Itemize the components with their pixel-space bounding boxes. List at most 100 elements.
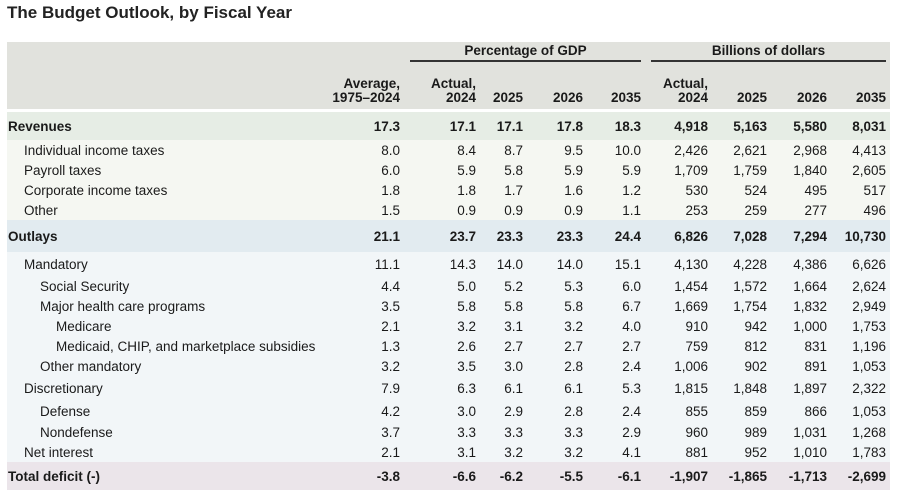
table-row: Mandatory 11.1 14.3 14.0 14.0 15.1 4,130 4,228 4… bbox=[7, 252, 891, 276]
table-cell: -1,713 bbox=[771, 462, 832, 490]
table-cell: 952 bbox=[712, 442, 772, 462]
column-header-line2: 1975–2024 bbox=[332, 90, 400, 105]
table-cell: 1,268 bbox=[831, 422, 891, 442]
table-cell: 1,759 bbox=[712, 160, 772, 180]
table-cell: 4.1 bbox=[587, 442, 646, 462]
table-cell: -5.5 bbox=[527, 462, 587, 490]
table-row: Discretionary 7.9 6.3 6.1 6.1 5.3 1,815 1,848 1,… bbox=[7, 376, 891, 401]
table-cell: 5.0 bbox=[404, 276, 480, 296]
table-cell: 7,294 bbox=[771, 220, 832, 252]
table-cell: 10,730 bbox=[831, 220, 891, 252]
column-header: 2035 bbox=[831, 63, 891, 109]
table-cell: 7.9 bbox=[320, 376, 404, 401]
table-row: Social Security 4.4 5.0 5.2 5.3 6.0 1,454 1,572… bbox=[7, 276, 891, 296]
table-row: Other mandatory 3.2 3.5 3.0 2.8 2.4 1,006 902 89… bbox=[7, 356, 891, 376]
table-row: Medicaid, CHIP, and marketplace subsidie… bbox=[7, 336, 891, 356]
table-cell: 2,426 bbox=[645, 140, 713, 160]
row-label: Discretionary bbox=[7, 376, 320, 401]
table-cell: 3.1 bbox=[404, 442, 480, 462]
group-header-row: Percentage of GDP Billions of dollars bbox=[7, 42, 891, 63]
table-cell: 1,815 bbox=[645, 376, 713, 401]
header-blank bbox=[7, 42, 320, 63]
table-cell: 855 bbox=[645, 401, 713, 422]
table-cell: 4.4 bbox=[320, 276, 404, 296]
table-cell: 4,130 bbox=[645, 252, 713, 276]
column-header-row: Average, 1975–2024 Actual, 2024 2025 2026 2035… bbox=[7, 63, 891, 109]
table-cell: 14.3 bbox=[404, 252, 480, 276]
table-cell: 1,006 bbox=[645, 356, 713, 376]
header-separator bbox=[7, 109, 891, 112]
column-header: Actual, 2024 bbox=[645, 63, 713, 109]
table-cell: 1.2 bbox=[587, 180, 646, 200]
row-label: Defense bbox=[7, 401, 320, 422]
table-cell: 259 bbox=[712, 200, 772, 220]
table-cell: -1,865 bbox=[712, 462, 772, 490]
table-cell: -3.8 bbox=[320, 462, 404, 490]
column-header-line2: 2035 bbox=[611, 90, 642, 105]
table-cell: 23.3 bbox=[480, 220, 527, 252]
column-header: 2025 bbox=[712, 63, 772, 109]
table-cell: 1,031 bbox=[771, 422, 832, 442]
row-label: Other bbox=[7, 200, 320, 220]
row-label: Net interest bbox=[7, 442, 320, 462]
table-cell: 1,669 bbox=[645, 296, 713, 316]
row-label: Medicaid, CHIP, and marketplace subsidie… bbox=[7, 336, 320, 356]
table-cell: 2.1 bbox=[320, 316, 404, 336]
table-cell: 2,621 bbox=[712, 140, 772, 160]
table-cell: 1,783 bbox=[831, 442, 891, 462]
table-cell: 6,626 bbox=[831, 252, 891, 276]
table-cell: 1,572 bbox=[712, 276, 772, 296]
table-cell: 5,163 bbox=[712, 112, 772, 140]
table-cell: 2.1 bbox=[320, 442, 404, 462]
table-cell: 3.7 bbox=[320, 422, 404, 442]
table-cell: 6.1 bbox=[480, 376, 527, 401]
table-cell: 6.0 bbox=[587, 276, 646, 296]
table-cell: 495 bbox=[771, 180, 832, 200]
table-cell: 8.4 bbox=[404, 140, 480, 160]
table-cell: 1.7 bbox=[480, 180, 527, 200]
table-cell: 2.7 bbox=[527, 336, 587, 356]
row-label: Nondefense bbox=[7, 422, 320, 442]
table-cell: 17.3 bbox=[320, 112, 404, 140]
header-blank bbox=[320, 42, 404, 63]
table-cell: 8.0 bbox=[320, 140, 404, 160]
table-cell: 517 bbox=[831, 180, 891, 200]
table-cell: 1,053 bbox=[831, 401, 891, 422]
table-cell: 1,832 bbox=[771, 296, 832, 316]
table-cell: 5.8 bbox=[404, 296, 480, 316]
table-cell: 7,028 bbox=[712, 220, 772, 252]
row-label: Corporate income taxes bbox=[7, 180, 320, 200]
table-cell: 6.7 bbox=[587, 296, 646, 316]
table-cell: 1,454 bbox=[645, 276, 713, 296]
table-row: Major health care programs 3.5 5.8 5.8 5.8 6.… bbox=[7, 296, 891, 316]
table-cell: 3.3 bbox=[527, 422, 587, 442]
table-cell: 1,010 bbox=[771, 442, 832, 462]
table-cell: 1,053 bbox=[831, 356, 891, 376]
table-cell: -6.6 bbox=[404, 462, 480, 490]
row-label: Social Security bbox=[7, 276, 320, 296]
table-cell: 1.1 bbox=[587, 200, 646, 220]
table-cell: 902 bbox=[712, 356, 772, 376]
table-cell: 5.3 bbox=[587, 376, 646, 401]
table-row: Revenues 17.3 17.1 17.1 17.8 18.3 4,918 5,163 5,… bbox=[7, 112, 891, 140]
group-header-bil-label: Billions of dollars bbox=[651, 43, 887, 62]
table-cell: 17.1 bbox=[404, 112, 480, 140]
column-header-line1: Actual, bbox=[430, 76, 476, 91]
column-header-line2: 2026 bbox=[552, 90, 583, 105]
table-cell: 3.2 bbox=[404, 316, 480, 336]
table-cell: 3.5 bbox=[404, 356, 480, 376]
row-label: Total deficit (-) bbox=[7, 462, 320, 490]
row-label: Other mandatory bbox=[7, 356, 320, 376]
table-cell: 2.7 bbox=[587, 336, 646, 356]
table-cell: 2.4 bbox=[587, 401, 646, 422]
table-cell: -1,907 bbox=[645, 462, 713, 490]
table-cell: 1,709 bbox=[645, 160, 713, 180]
table-cell: 1,000 bbox=[771, 316, 832, 336]
table-cell: 1,754 bbox=[712, 296, 772, 316]
table-cell: 866 bbox=[771, 401, 832, 422]
table-cell: 989 bbox=[712, 422, 772, 442]
table-row: Individual income taxes 8.0 8.4 8.7 9.5 10.0 2… bbox=[7, 140, 891, 160]
column-header-line2: 2025 bbox=[492, 90, 523, 105]
table-cell: -6.1 bbox=[587, 462, 646, 490]
table-cell: -6.2 bbox=[480, 462, 527, 490]
